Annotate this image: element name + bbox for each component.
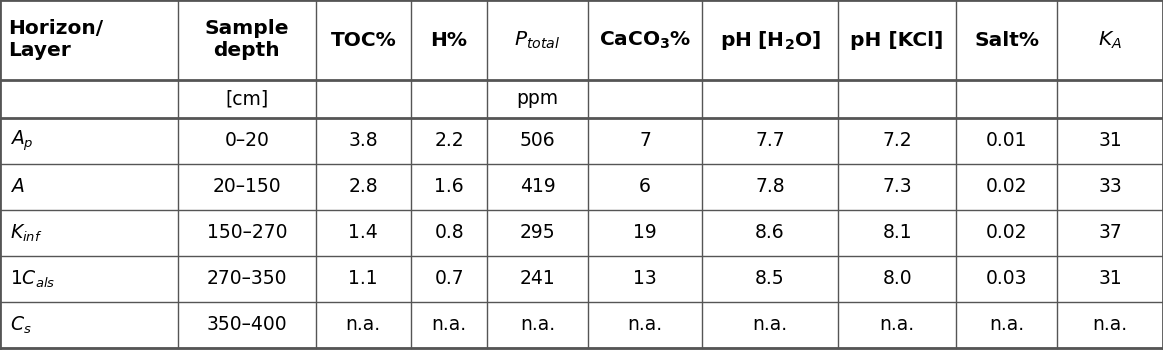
Text: H%: H% — [430, 30, 468, 49]
Text: n.a.: n.a. — [345, 315, 380, 335]
Text: Salt%: Salt% — [975, 30, 1040, 49]
Text: 0.03: 0.03 — [986, 270, 1028, 288]
Text: 295: 295 — [520, 224, 556, 243]
Text: $\mathbf{pH\ [H_2O]}$: $\mathbf{pH\ [H_2O]}$ — [720, 28, 821, 51]
Text: $\mathbf{CaCO_3}$%: $\mathbf{CaCO_3}$% — [599, 29, 691, 51]
Text: 13: 13 — [633, 270, 657, 288]
Text: 1.4: 1.4 — [349, 224, 378, 243]
Text: 0.02: 0.02 — [986, 224, 1028, 243]
Text: Sample
depth: Sample depth — [205, 20, 290, 61]
Text: $C_s$: $C_s$ — [10, 314, 31, 336]
Text: n.a.: n.a. — [752, 315, 787, 335]
Text: 2.8: 2.8 — [349, 177, 378, 196]
Text: [cm]: [cm] — [226, 90, 269, 108]
Text: pH [KCl]: pH [KCl] — [850, 30, 944, 49]
Text: 31: 31 — [1098, 270, 1122, 288]
Text: 0.7: 0.7 — [434, 270, 464, 288]
Text: 419: 419 — [520, 177, 556, 196]
Text: 8.6: 8.6 — [755, 224, 785, 243]
Text: n.a.: n.a. — [520, 315, 555, 335]
Text: 37: 37 — [1098, 224, 1122, 243]
Text: 506: 506 — [520, 132, 556, 150]
Text: 7.3: 7.3 — [883, 177, 912, 196]
Text: n.a.: n.a. — [879, 315, 915, 335]
Text: $A_p$: $A_p$ — [10, 129, 34, 153]
Text: $K_{inf}$: $K_{inf}$ — [10, 222, 43, 244]
Text: $A$: $A$ — [10, 177, 24, 196]
Text: 241: 241 — [520, 270, 556, 288]
Text: 19: 19 — [633, 224, 657, 243]
Text: 1.6: 1.6 — [434, 177, 464, 196]
Text: $K_A$: $K_A$ — [1098, 29, 1122, 51]
Text: 8.5: 8.5 — [755, 270, 785, 288]
Text: 150–270: 150–270 — [207, 224, 287, 243]
Text: ppm: ppm — [516, 90, 558, 108]
Text: 31: 31 — [1098, 132, 1122, 150]
Text: 33: 33 — [1098, 177, 1122, 196]
Text: TOC%: TOC% — [330, 30, 397, 49]
Text: n.a.: n.a. — [990, 315, 1025, 335]
Text: 1.1: 1.1 — [349, 270, 378, 288]
Text: n.a.: n.a. — [431, 315, 466, 335]
Text: 7: 7 — [640, 132, 651, 150]
Text: 7.7: 7.7 — [755, 132, 785, 150]
Text: 3.8: 3.8 — [349, 132, 378, 150]
Text: n.a.: n.a. — [628, 315, 663, 335]
Text: 7.2: 7.2 — [883, 132, 912, 150]
Text: n.a.: n.a. — [1092, 315, 1128, 335]
Text: Horizon/
Layer: Horizon/ Layer — [8, 20, 104, 61]
Text: 6: 6 — [640, 177, 651, 196]
Text: 20–150: 20–150 — [213, 177, 281, 196]
Text: 2.2: 2.2 — [434, 132, 464, 150]
Text: 0.8: 0.8 — [434, 224, 464, 243]
Text: 0–20: 0–20 — [224, 132, 269, 150]
Text: 0.01: 0.01 — [986, 132, 1028, 150]
Text: $1C_{als}$: $1C_{als}$ — [10, 268, 56, 290]
Text: 270–350: 270–350 — [207, 270, 287, 288]
Text: 0.02: 0.02 — [986, 177, 1028, 196]
Text: 7.8: 7.8 — [755, 177, 785, 196]
Text: $P_{total}$: $P_{total}$ — [514, 29, 561, 51]
Text: 8.0: 8.0 — [883, 270, 912, 288]
Text: 350–400: 350–400 — [207, 315, 287, 335]
Text: 8.1: 8.1 — [883, 224, 912, 243]
